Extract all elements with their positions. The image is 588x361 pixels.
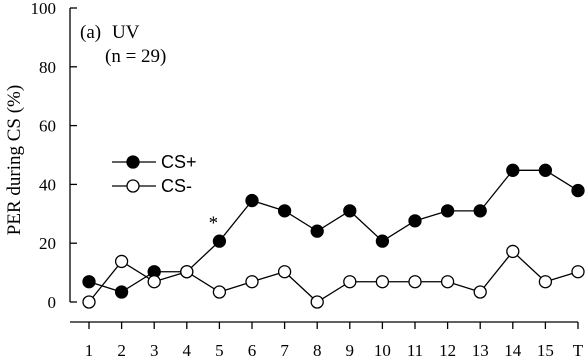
data-point-cs-minus [114,254,129,269]
data-point-cs-plus [375,234,390,248]
x-tick-label: 8 [313,341,322,360]
x-tick-label: T [573,341,584,360]
data-point-cs-plus [506,163,520,177]
series-lines [88,169,579,303]
data-point-cs-minus [245,275,259,289]
x-tick-label: 12 [439,341,456,360]
x-tick-label: 14 [504,341,522,360]
data-point-cs-plus [82,275,96,289]
y-axis-label: PER during CS (%) [4,85,25,235]
x-tick-label: 6 [248,341,257,360]
legend-label-cs-minus: CS- [161,176,192,196]
data-point-cs-minus [473,285,487,299]
sample-size-label: (n = 29) [105,46,166,67]
series-markers [82,163,585,309]
condition-label: UV [112,22,140,43]
data-point-cs-plus [538,163,553,177]
x-tick-label: 7 [280,341,289,360]
x-tick-label: 5 [215,341,224,360]
data-point-cs-minus [180,265,194,279]
data-point-cs-plus [343,204,357,218]
x-tick-label: 3 [150,341,159,360]
data-point-cs-minus [310,295,324,309]
x-tick-label: 10 [374,341,391,360]
y-tick-label: 20 [39,234,56,253]
legend-label-cs-plus: CS+ [161,152,197,172]
series-line-cs-minus [88,250,579,303]
data-point-cs-minus [571,265,585,279]
data-point-cs-plus [571,183,585,198]
x-tick-label: 1 [85,341,94,360]
data-point-cs-minus [506,244,520,259]
x-tick-label: 11 [407,341,423,360]
x-tick-label: 13 [472,341,489,360]
data-point-cs-minus [147,275,161,289]
y-tick-label: 60 [39,117,56,136]
data-point-cs-minus [408,275,422,289]
legend-marker-cs-plus [126,155,140,169]
legend-marker-cs-minus [126,179,140,193]
y-tick-label: 100 [31,0,57,18]
data-point-cs-minus [538,275,553,289]
legend: CS+ CS- [112,152,197,196]
data-point-cs-plus [114,285,129,299]
data-point-cs-minus [212,285,227,299]
data-point-cs-minus [375,275,390,289]
x-tick-label: 4 [183,341,192,360]
data-point-cs-plus [440,204,455,218]
y-tick-label: 80 [39,58,56,77]
data-point-cs-plus [408,214,422,228]
x-tick-label: 9 [346,341,355,360]
data-point-cs-minus [440,275,455,289]
data-point-cs-plus [277,204,292,218]
data-point-cs-plus [310,224,324,238]
significance-asterisk: * [209,213,219,234]
series-line-cs-plus [88,169,579,293]
panel-label: (a) [80,22,101,43]
x-tick-label: 2 [117,341,126,360]
data-point-cs-minus [82,295,96,309]
y-tick-label: 40 [39,175,56,194]
data-point-cs-plus [473,204,487,218]
data-point-cs-plus [212,234,227,248]
data-point-cs-plus [245,193,259,208]
y-tick-label: 0 [48,293,57,312]
x-tick-label: 15 [537,341,554,360]
data-point-cs-minus [277,265,292,279]
data-point-cs-minus [343,275,357,289]
